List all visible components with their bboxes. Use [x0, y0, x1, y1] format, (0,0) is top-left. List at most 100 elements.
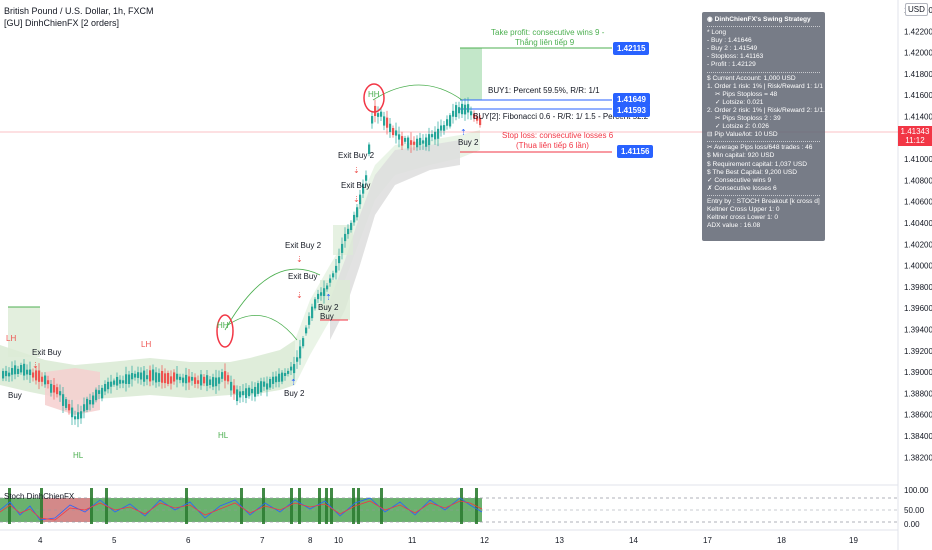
buy-arrow-icon: ⇡: [290, 378, 297, 387]
candle-body: [125, 374, 128, 384]
candle-body: [293, 364, 296, 374]
candle-body: [419, 137, 422, 146]
candle-body: [68, 404, 71, 411]
candles-group: [2, 97, 482, 428]
candle-body: [359, 194, 362, 205]
candle-body: [161, 370, 164, 383]
position-stoploss: - Stoploss: 1.41163: [707, 53, 764, 61]
candle-body: [77, 412, 80, 420]
candle-body: [395, 130, 398, 136]
osc-signal-bar: [318, 488, 321, 524]
stats-min-capital: $ Min capital: 920 USD: [707, 152, 775, 160]
keltner-lower: Keltner cross Lower 1: 0: [707, 214, 779, 222]
candle-body: [341, 243, 344, 253]
candle-body: [167, 372, 170, 384]
osc-signal-bar: [357, 488, 360, 524]
candle-body: [65, 399, 68, 408]
exit-arrow-icon: ⇣: [296, 255, 303, 264]
candle-body: [23, 363, 26, 376]
candle-body: [185, 374, 188, 384]
early-tp-zone: [8, 307, 40, 357]
candle-body: [218, 377, 221, 384]
candle-body: [458, 107, 461, 114]
account-order2-lot: ✓ Lotsize 2: 0.026: [715, 123, 769, 131]
candle-body: [314, 299, 317, 309]
exit-buy-label: Exit Buy: [32, 348, 61, 357]
time-tick: 4: [38, 536, 43, 545]
buy2-label: BUY[2]: Fibonacci 0.6 - R/R: 1/ 1.5 - Pe…: [473, 112, 649, 121]
candle-body: [221, 372, 224, 379]
account-order1-pips: ✂ Pips Stoploss = 48: [715, 90, 778, 98]
candle-body: [272, 376, 275, 384]
buy1-price-tag: 1.41649: [613, 93, 650, 106]
stop-loss-label-2: (Thua liên tiếp 6 lần): [516, 141, 589, 150]
time-tick: 18: [777, 536, 786, 545]
candle-body: [80, 411, 83, 419]
candle-body: [464, 104, 467, 115]
candle-body: [290, 366, 293, 371]
candle-body: [248, 387, 251, 397]
candle-body: [473, 113, 476, 119]
price-tick: 1.39400: [904, 326, 932, 335]
candle-body: [206, 375, 209, 386]
buy-arrow-icon: ⇡: [460, 128, 467, 137]
candle-body: [26, 369, 29, 375]
candle-body: [128, 374, 131, 384]
oscillator-title[interactable]: Stoch DinhChienFX: [4, 492, 75, 501]
account-pip-value: ⊟ Pip Value/lot: 10 USD: [707, 131, 778, 139]
candle-body: [398, 134, 401, 140]
candle-body: [74, 416, 77, 420]
candle-body: [215, 377, 218, 387]
price-tick: 1.40000: [904, 262, 932, 271]
time-tick: 19: [849, 536, 858, 545]
stats-req-capital: $ Requirement capital: 1,037 USD: [707, 160, 808, 168]
mid-tp-zone: [320, 280, 350, 320]
candle-body: [269, 379, 272, 388]
candle-body: [383, 116, 386, 126]
currency-label[interactable]: USD: [905, 3, 928, 16]
candle-body: [446, 119, 449, 126]
candle-body: [194, 377, 197, 384]
candle-body: [377, 113, 380, 117]
candle-body: [86, 398, 89, 410]
candle-body: [338, 255, 341, 264]
candle-body: [56, 387, 59, 395]
candle-body: [212, 377, 215, 387]
candle-body: [176, 373, 179, 380]
buy2-price-tag: 1.41593: [613, 104, 650, 117]
candle-body: [356, 207, 359, 218]
candle-body: [440, 125, 443, 131]
indicator-title[interactable]: [GU] DinhChienFX [2 orders]: [4, 18, 120, 28]
osc-signal-bar: [40, 488, 43, 524]
candle-body: [431, 134, 434, 138]
candle-body: [35, 370, 38, 381]
candle-body: [83, 404, 86, 412]
candle-body: [170, 376, 173, 384]
candle-body: [455, 105, 458, 117]
candle-body: [479, 117, 482, 126]
position-buy: - Buy : 1.41646: [707, 37, 752, 45]
current-price-badge: 1.41343 11:12: [898, 126, 932, 146]
take-profit-label-2: Thắng liên tiếp 9: [515, 38, 575, 47]
time-tick: 12: [480, 536, 489, 545]
position-profit: - Profit : 1.42129: [707, 61, 756, 69]
time-tick: 8: [308, 536, 313, 545]
candle-body: [461, 103, 464, 115]
candle-body: [11, 368, 14, 375]
candle-body: [317, 293, 320, 300]
candle-body: [311, 306, 314, 319]
price-axis[interactable]: 1.424001.422001.420001.418001.416001.414…: [904, 6, 932, 462]
price-tick: 1.40200: [904, 240, 932, 249]
take-profit-label-1: Take profit: consecutive wins 9 -: [491, 28, 605, 37]
stop-loss-label-1: Stop loss: consecutive losses 6: [502, 131, 614, 140]
candle-body: [191, 376, 194, 381]
account-order1-lot: ✓ Lotsize: 0.021: [715, 98, 764, 106]
candle-body: [137, 372, 140, 378]
candle-body: [101, 387, 104, 399]
candle-body: [140, 372, 143, 380]
osc-signal-bar: [90, 488, 93, 524]
candle-body: [413, 141, 416, 145]
candle-body: [5, 370, 8, 377]
candle-body: [308, 316, 311, 325]
candle-body: [182, 377, 185, 383]
